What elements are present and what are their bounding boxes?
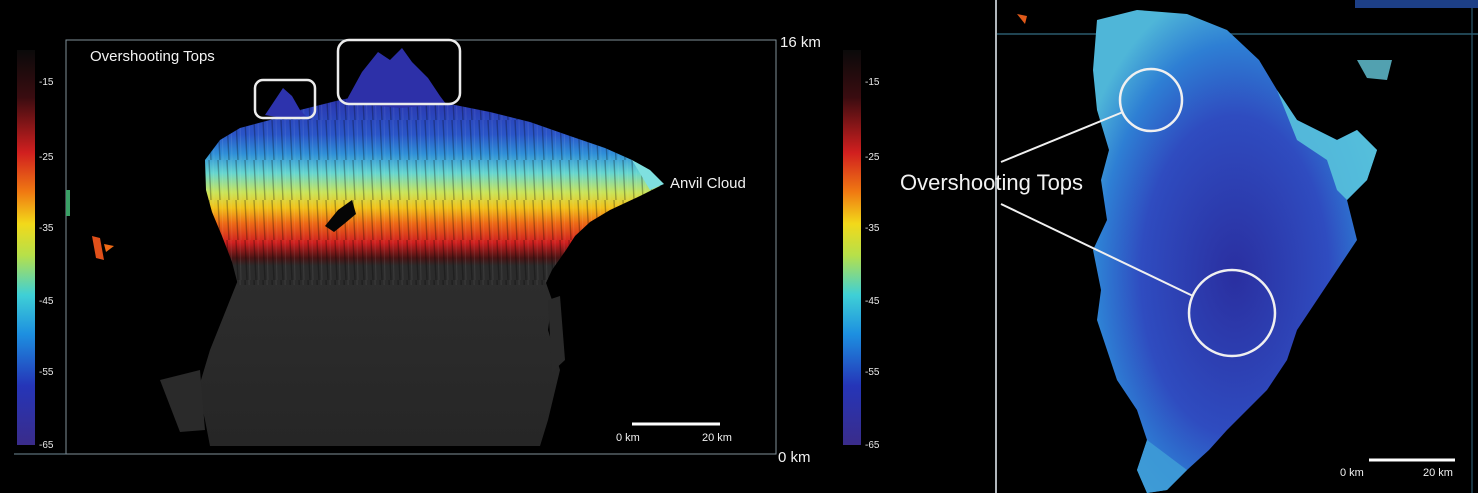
anvil-cloud-label: Anvil Cloud (670, 175, 746, 192)
side-view-panel: Overshooting Tops Anvil Cloud 16 km 0 km… (14, 34, 880, 466)
overshooting-tops-label: Overshooting Tops (90, 48, 215, 65)
bottom-altitude-label: 0 km (778, 449, 811, 466)
side-view-graphic (14, 38, 861, 455)
overshooting-top-large (345, 48, 446, 108)
left-colorbar (17, 50, 35, 445)
top-view-panel: 0 km 20 km (997, 0, 1478, 493)
pointer-line-lower (1000, 203, 1194, 297)
scale-end-label: 20 km (702, 432, 732, 444)
colorbar-tick: -55 (865, 367, 880, 378)
colorbar-tick: -65 (865, 440, 880, 451)
highlight-box-small (253, 78, 317, 120)
scale-start-label: 0 km (616, 432, 640, 444)
panel-divider (995, 0, 997, 493)
colorbar-tick: -55 (39, 367, 54, 378)
colorbar-tick: -25 (39, 152, 54, 163)
colorbar-tick: -35 (865, 223, 880, 234)
colorbar-tick: -45 (39, 296, 54, 307)
overshooting-top-circle-lower (1187, 268, 1277, 358)
colorbar-tick: -15 (865, 77, 880, 88)
storm-top-view (1093, 10, 1377, 493)
colorbar-tick: -45 (865, 296, 880, 307)
top-altitude-label: 16 km (780, 34, 821, 51)
overshooting-top-circle-upper (1118, 67, 1184, 133)
colorbar-tick: -65 (39, 440, 54, 451)
top-view-graphic (997, 0, 1478, 493)
pointer-line-upper (1000, 111, 1124, 163)
overshooting-top-small (265, 88, 306, 118)
highlight-box-large (336, 38, 462, 106)
colorbar-tick: -25 (865, 152, 880, 163)
overshooting-tops-label-right-overlay: Overshooting Tops (900, 170, 1084, 195)
colorbar-tick: -35 (39, 223, 54, 234)
scale-end-label-right: 20 km (1423, 467, 1453, 479)
colorbar-tick: -15 (39, 77, 54, 88)
scale-start-label-right: 0 km (1340, 467, 1364, 479)
storm-column (198, 280, 560, 446)
right-colorbar (843, 50, 861, 445)
